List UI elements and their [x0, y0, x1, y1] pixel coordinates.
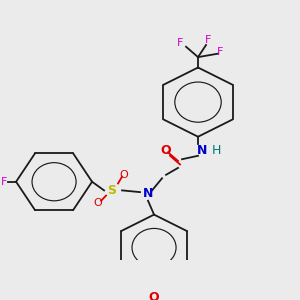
Text: H: H — [211, 144, 221, 157]
Text: S: S — [108, 184, 117, 197]
Text: N: N — [197, 144, 207, 157]
Text: F: F — [217, 47, 223, 57]
Text: F: F — [177, 38, 183, 48]
Text: O: O — [149, 291, 159, 300]
Text: O: O — [94, 197, 102, 208]
Text: O: O — [161, 144, 171, 157]
Text: N: N — [143, 187, 153, 200]
Text: O: O — [120, 170, 128, 180]
Text: F: F — [205, 35, 211, 45]
Text: F: F — [1, 177, 7, 187]
